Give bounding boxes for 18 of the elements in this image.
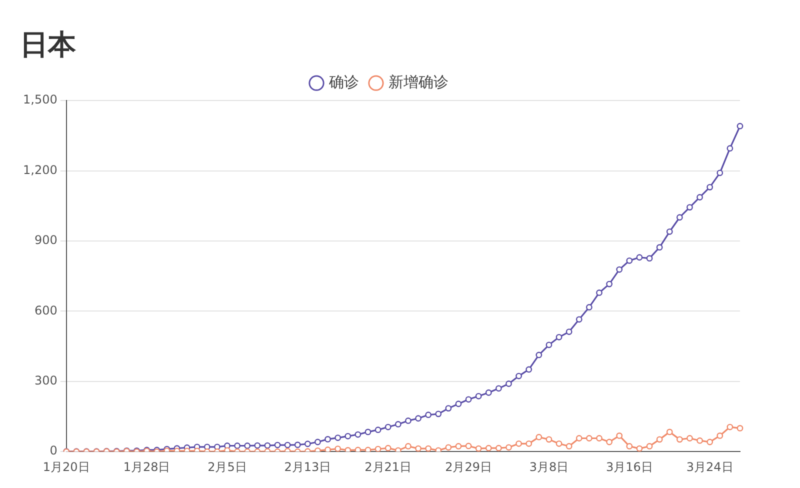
y-tick-label: 1,200: [22, 162, 58, 177]
x-tick-label: 2月13日: [284, 460, 332, 474]
y-tick-label: 0: [50, 444, 58, 458]
y-tick-label: 600: [34, 303, 58, 318]
y-tick-label: 300: [34, 374, 58, 388]
legend-label: 确诊: [328, 72, 359, 91]
x-tick-label: 3月8日: [529, 460, 569, 474]
x-tick-label: 3月24日: [686, 460, 734, 474]
x-tick-label: 1月28日: [123, 460, 170, 474]
y-tick-label: 900: [34, 233, 58, 248]
x-tick-label: 3月16日: [606, 460, 653, 474]
x-tick-label: 2月29日: [445, 460, 492, 474]
legend-label: 新增确诊: [388, 72, 448, 91]
x-tick-label: 2月5日: [208, 460, 247, 474]
chart-title: 日本: [20, 28, 77, 62]
y-tick-label: 1,500: [22, 92, 58, 107]
x-tick-label: 1月20日: [42, 460, 90, 474]
x-tick-label: 2月21日: [364, 460, 412, 474]
